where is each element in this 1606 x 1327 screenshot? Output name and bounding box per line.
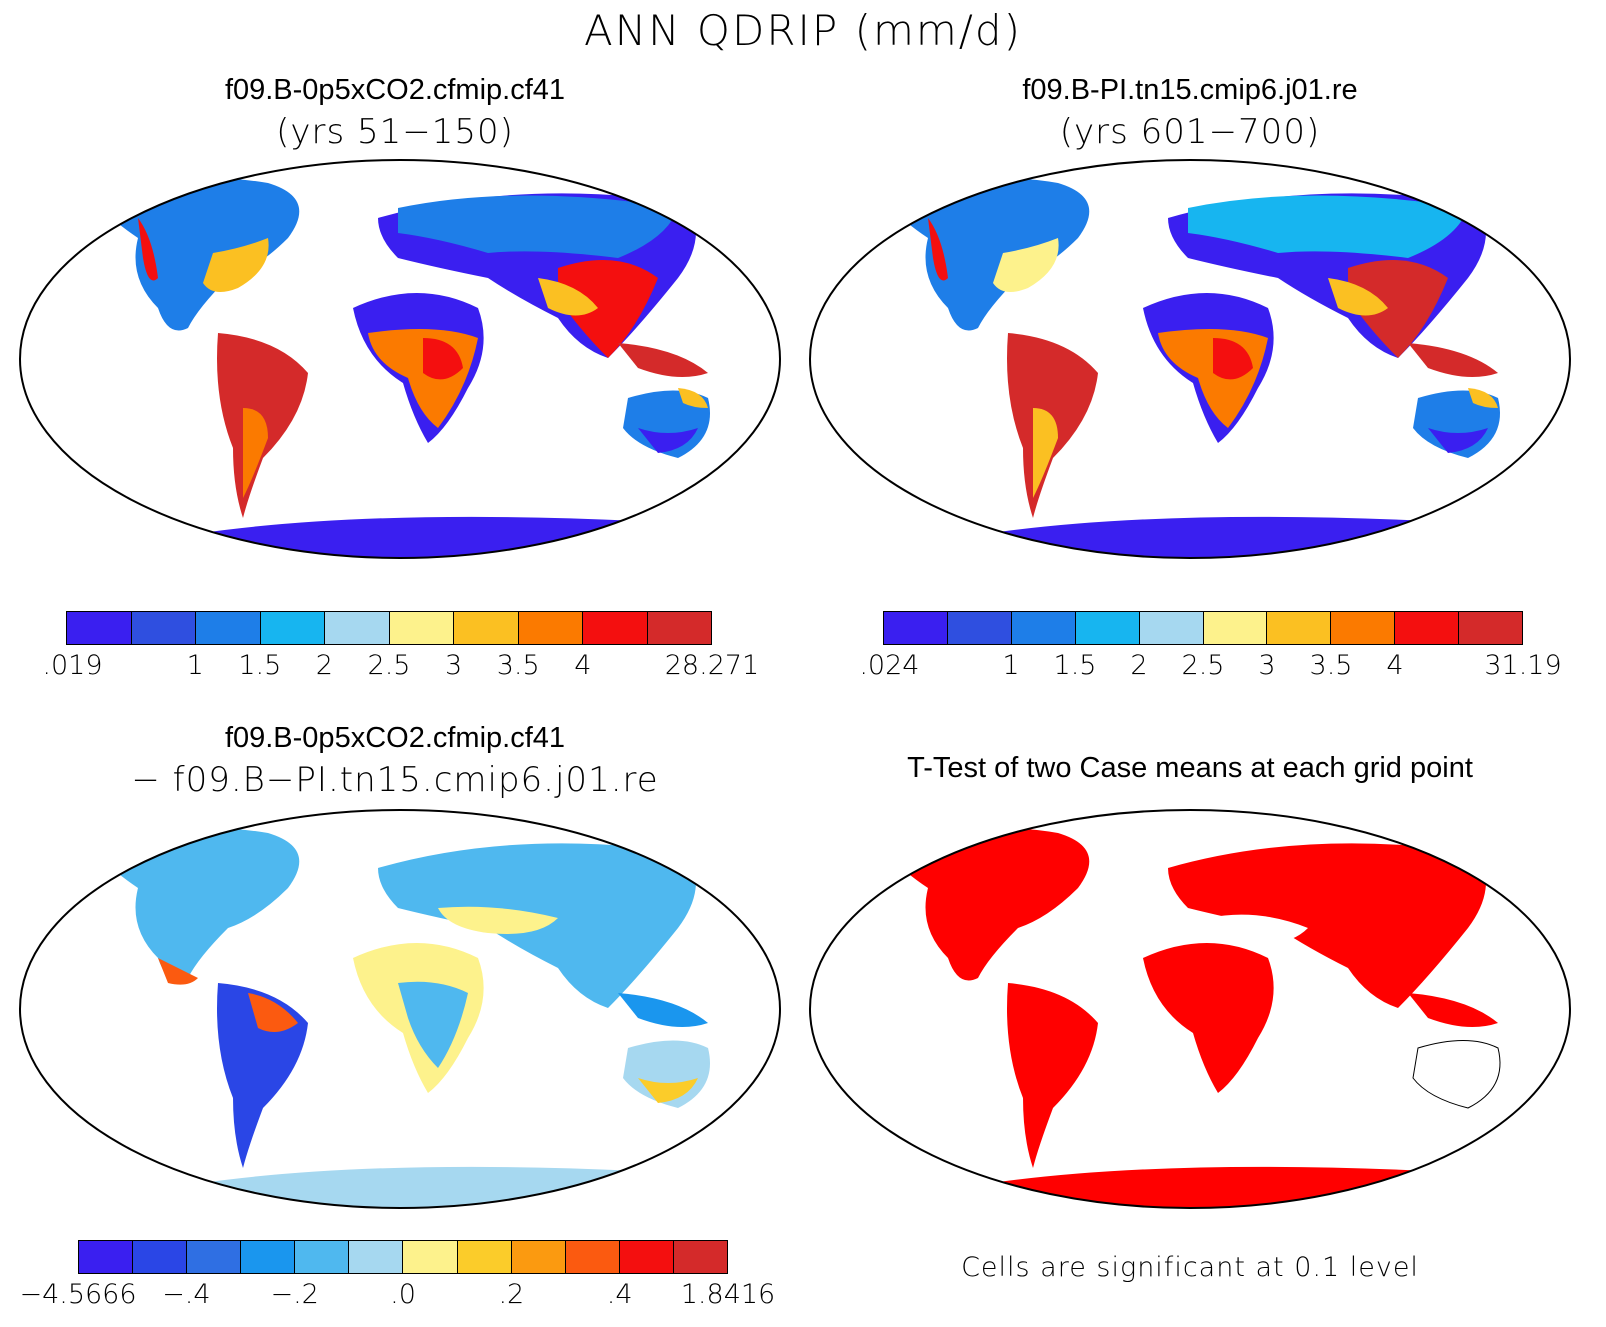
colorbar-cell bbox=[1267, 612, 1332, 644]
colorbar-tick-label: 2 bbox=[1130, 650, 1148, 681]
panel-4-map bbox=[809, 809, 1571, 1209]
panel-1-colorbar bbox=[66, 611, 712, 645]
colorbar-tick-label: 2.5 bbox=[367, 650, 411, 681]
figure-title: ANN QDRIP (mm/d) bbox=[584, 6, 1022, 55]
colorbar-cell bbox=[1395, 612, 1460, 644]
colorbar-tick-label: 2 bbox=[315, 650, 333, 681]
map-fields bbox=[20, 178, 780, 558]
colorbar-cell bbox=[947, 612, 1012, 644]
colorbar-cell bbox=[1459, 612, 1523, 644]
colorbar-cell bbox=[325, 612, 390, 644]
colorbar-tick-label: .024 bbox=[859, 650, 920, 681]
colorbar-tick-label: 1.8416 bbox=[680, 1279, 776, 1310]
colorbar-cell bbox=[196, 612, 261, 644]
colorbar-tick-label: 1 bbox=[1002, 650, 1020, 681]
colorbar-cell bbox=[1011, 612, 1076, 644]
panel-3-colorbar bbox=[78, 1240, 728, 1274]
panel-1-subtitle: (yrs 51−150) bbox=[276, 112, 514, 152]
colorbar-tick-label: .2 bbox=[498, 1279, 525, 1310]
colorbar-cell bbox=[79, 1241, 134, 1273]
colorbar-cell bbox=[260, 612, 325, 644]
colorbar-cell bbox=[241, 1241, 296, 1273]
colorbar-cell bbox=[133, 1241, 188, 1273]
colorbar-tick-label: 3 bbox=[445, 650, 463, 681]
colorbar-tick-label: 4 bbox=[1386, 650, 1404, 681]
colorbar-cell bbox=[647, 612, 711, 644]
map-fields bbox=[810, 178, 1570, 558]
colorbar-cell bbox=[583, 612, 648, 644]
panel-1-title: f09.B-0p5xCO2.cfmip.cf41 bbox=[224, 74, 566, 106]
colorbar-tick-label: 4 bbox=[574, 650, 592, 681]
colorbar-tick-label: 2.5 bbox=[1181, 650, 1225, 681]
colorbar-tick-label: 1.5 bbox=[238, 650, 282, 681]
panel-4-title: T-Test of two Case means at each grid po… bbox=[907, 752, 1473, 784]
colorbar-cell bbox=[619, 1241, 674, 1273]
colorbar-cell bbox=[187, 1241, 242, 1273]
colorbar-cell bbox=[1075, 612, 1140, 644]
colorbar-tick-label: −.4 bbox=[162, 1279, 211, 1310]
colorbar-cell bbox=[454, 612, 519, 644]
colorbar-cell bbox=[403, 1241, 458, 1273]
map-fields bbox=[810, 828, 1570, 1208]
colorbar-tick-label: 3.5 bbox=[496, 650, 540, 681]
panel-2-colorbar bbox=[883, 611, 1523, 645]
significance-note: Cells are significant at 0.1 level bbox=[961, 1252, 1419, 1283]
colorbar-cell bbox=[565, 1241, 620, 1273]
colorbar-cell bbox=[457, 1241, 512, 1273]
panel-2-title: f09.B-PI.tn15.cmip6.j01.re bbox=[1022, 74, 1358, 106]
colorbar-tick-label: 31.19 bbox=[1484, 650, 1562, 681]
colorbar-cell bbox=[673, 1241, 727, 1273]
colorbar-cell bbox=[295, 1241, 350, 1273]
panel-3-subtitle: − f09.B−PI.tn15.cmip6.j01.re bbox=[131, 760, 659, 800]
panel-2-map bbox=[809, 159, 1571, 559]
colorbar-cell bbox=[1139, 612, 1204, 644]
colorbar-tick-label: 28.271 bbox=[664, 650, 760, 681]
colorbar-cell bbox=[518, 612, 583, 644]
colorbar-cell bbox=[349, 1241, 404, 1273]
panel-3-title: f09.B-0p5xCO2.cfmip.cf41 bbox=[224, 722, 566, 754]
colorbar-tick-label: 1.5 bbox=[1053, 650, 1097, 681]
colorbar-cell bbox=[389, 612, 454, 644]
colorbar-cell bbox=[1203, 612, 1268, 644]
colorbar-cell bbox=[131, 612, 196, 644]
colorbar-tick-label: −.2 bbox=[270, 1279, 319, 1310]
colorbar-tick-label: 1 bbox=[186, 650, 204, 681]
colorbar-tick-label: .0 bbox=[390, 1279, 416, 1310]
colorbar-tick-label: 3 bbox=[1258, 650, 1276, 681]
colorbar-tick-label: .019 bbox=[42, 650, 103, 681]
panel-3-map bbox=[19, 809, 781, 1209]
map-fields bbox=[20, 828, 780, 1208]
colorbar-cell bbox=[884, 612, 948, 644]
colorbar-tick-label: −4.5666 bbox=[19, 1279, 137, 1310]
colorbar-cell bbox=[67, 612, 132, 644]
panel-1-map bbox=[19, 159, 781, 559]
colorbar-cell bbox=[511, 1241, 566, 1273]
colorbar-cell bbox=[1331, 612, 1396, 644]
colorbar-tick-label: .4 bbox=[606, 1279, 633, 1310]
colorbar-tick-label: 3.5 bbox=[1309, 650, 1353, 681]
panel-2-subtitle: (yrs 601−700) bbox=[1059, 112, 1321, 152]
